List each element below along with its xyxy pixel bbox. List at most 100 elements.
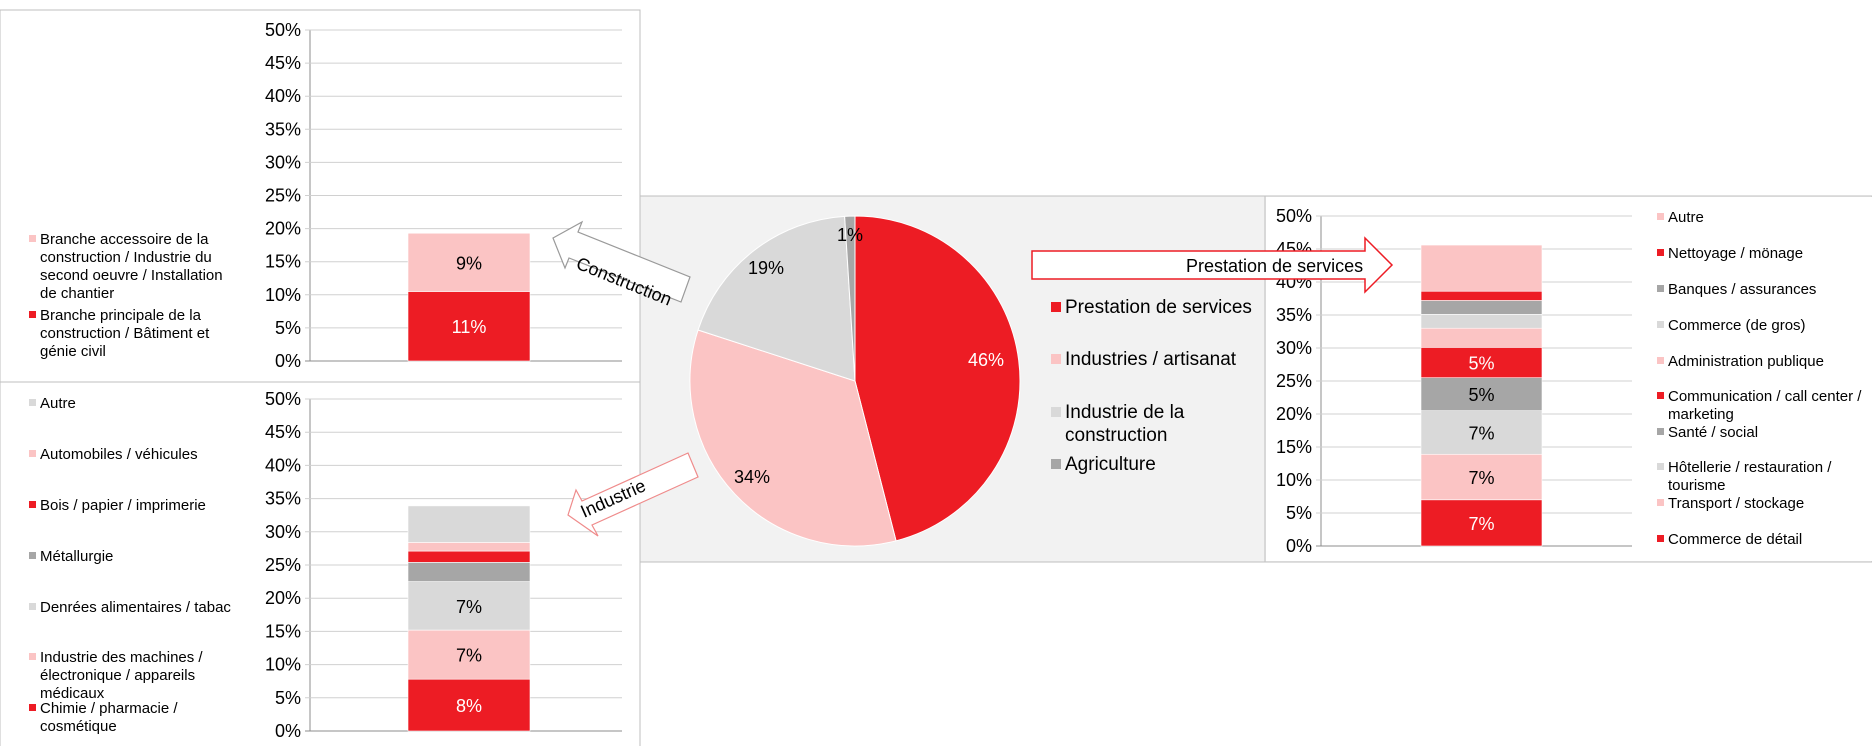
services-segment-sante-social <box>1420 377 1543 412</box>
services-arrow-label: Prestation de services <box>1186 256 1363 276</box>
pie-label-prestation-de-services: 46% <box>968 350 1004 370</box>
pie-legend-prestation-de-services: Prestation de services <box>1065 297 1252 318</box>
construction-data-label: 9% <box>456 253 482 273</box>
services-segment-nettoyage-monage <box>1420 290 1543 301</box>
pie-legend-swatch-industries-artisanat <box>1051 354 1061 364</box>
services-legend-swatch <box>1657 535 1664 542</box>
services-data-label: 7% <box>1468 468 1494 488</box>
industrie-segment-chimie-pharmacie-cosmetique <box>407 678 531 732</box>
construction-tick-label: 20% <box>265 219 301 239</box>
construction-tick-label: 25% <box>265 186 301 206</box>
industrie-arrow-shape <box>567 452 699 537</box>
pie-slice-agriculture <box>844 215 856 382</box>
industrie-bar-chart: 0% 5% 10% 15% 20% 25% 30% 35% 40% 45% 50% 8% 7% 7% Aut… <box>29 389 622 741</box>
pie-label-industrie-de-la-construction: 19% <box>748 258 784 278</box>
industrie-legend-denrees-alimentaires-tabac: Denrées alimentaires / tabac <box>40 599 231 616</box>
industrie-segment-industrie-des-machines-electronique-appareils-medicaux <box>407 629 531 680</box>
services-legend-swatch <box>1657 321 1664 328</box>
services-segment-administration-publique <box>1420 327 1543 348</box>
industrie-tick-label: 20% <box>265 588 301 608</box>
construction-tick-label: 50% <box>265 20 301 40</box>
construction-tick-label: 10% <box>265 285 301 305</box>
services-tick-label: 30% <box>1276 338 1312 358</box>
construction-tick-label: 35% <box>265 119 301 139</box>
pie-legend-swatch-agriculture <box>1051 459 1061 469</box>
pie-slice-industrie-de-la-construction <box>697 215 856 382</box>
industrie-segment-bois-papier-imprimerie <box>407 550 531 563</box>
construction-tick-label: 45% <box>265 53 301 73</box>
services-legend-autre: Autre <box>1668 209 1704 226</box>
services-legend-swatch <box>1657 499 1664 506</box>
services-legend-transport-stockage: Transport / stockage <box>1668 495 1804 512</box>
services-legend-administration-publique: Administration publique <box>1668 353 1824 370</box>
construction-legend-swatch <box>29 311 36 318</box>
construction-tick-label: 15% <box>265 252 301 272</box>
services-data-label: 5% <box>1468 385 1494 405</box>
industrie-legend-chimie-pharmacie-cosmetique: Chimie / pharmacie / cosmétique <box>40 700 178 735</box>
industrie-tick-label: 0% <box>275 721 301 741</box>
industrie-tick-label: 25% <box>265 555 301 575</box>
pie-legend-swatch-prestation-de-services <box>1051 302 1061 312</box>
services-bar-chart: 0%5%10%15%20%25%30%35%40%45%50%7%7%7%5%5… <box>1276 206 1862 556</box>
industrie-legend-metallurgie: Métallurgie <box>40 548 113 565</box>
industrie-tick-label: 50% <box>265 389 301 409</box>
industrie-segment-automobiles-vehicules <box>407 542 531 552</box>
industrie-legend-swatch <box>29 501 36 508</box>
construction-data-label: 11% <box>452 317 487 337</box>
construction-legend-swatch <box>29 235 36 242</box>
services-tick-label: 15% <box>1276 437 1312 457</box>
industrie-data-label: 7% <box>456 646 482 666</box>
industrie-panel <box>0 381 641 746</box>
industrie-legend-autre: Autre <box>40 395 76 412</box>
pie-legend-agriculture: Agriculture <box>1065 454 1156 475</box>
services-data-label: 7% <box>1468 423 1494 443</box>
industrie-legend-automobiles-vehicules: Automobiles / véhicules <box>40 446 198 463</box>
industrie-data-label: 8% <box>456 696 482 716</box>
services-legend-swatch <box>1657 285 1664 292</box>
industrie-segment-denrees-alimentaires-tabac <box>407 581 531 631</box>
services-tick-label: 35% <box>1276 305 1312 325</box>
pie-slice-prestation-de-services <box>854 215 1021 542</box>
industrie-legend-swatch <box>29 399 36 406</box>
services-legend-sante-social: Santé / social <box>1668 424 1758 441</box>
services-arrow-shape <box>1031 236 1394 294</box>
industrie-legend-bois-papier-imprimerie: Bois / papier / imprimerie <box>40 497 206 514</box>
industrie-segment-metallurgie <box>407 562 531 582</box>
services-legend-commerce-de-detail: Commerce de détail <box>1668 531 1802 548</box>
construction-tick-label: 5% <box>275 318 301 338</box>
industrie-legend-industrie-des-machines-electronique-appareils-medicaux: Industrie des machines / électronique / a… <box>40 649 203 702</box>
pie-legend-industries-artisanat: Industries / artisanat <box>1065 349 1237 370</box>
industrie-data-label: 7% <box>456 597 482 617</box>
pie-label-agriculture: 1% <box>837 225 863 245</box>
services-segment-commerce-de-gros <box>1420 314 1543 329</box>
industrie-tick-label: 15% <box>265 621 301 641</box>
construction-segment-branche-accessoire-de-la-construction-industrie-du-second-oeuvre-installation-de-chantier <box>407 232 531 292</box>
industrie-tick-label: 30% <box>265 522 301 542</box>
services-data-label: 5% <box>1468 354 1494 374</box>
construction-bar-chart: 0% 5% 10% 15% 20% 25% 30% 35% 40% 45% 50% 11% 9% Bran… <box>29 20 622 371</box>
industrie-legend-swatch <box>29 653 36 660</box>
services-legend-swatch <box>1657 357 1664 364</box>
industrie-segment-autre <box>407 505 531 543</box>
services-legend-hotellerie-restauration-tourisme: Hôtellerie / restauration / tourisme <box>1668 459 1832 494</box>
services-legend-swatch <box>1657 463 1664 470</box>
pie-legend-industrie-de-la-construction: Industrie de la construction <box>1065 402 1185 446</box>
services-legend-commerce-de-gros: Commerce (de gros) <box>1668 317 1806 334</box>
services-tick-label: 50% <box>1276 206 1312 226</box>
construction-segment-branche-principale-de-la-construction-batiment-et-genie-civil <box>407 291 531 362</box>
construction-tick-label: 30% <box>265 152 301 172</box>
industrie-tick-label: 5% <box>275 688 301 708</box>
services-segment-communication-call-center-marketing <box>1420 347 1543 378</box>
services-tick-label: 20% <box>1276 404 1312 424</box>
services-tick-label: 25% <box>1276 371 1312 391</box>
services-segment-commerce-de-detail <box>1420 499 1543 547</box>
industrie-legend-swatch <box>29 450 36 457</box>
industrie-legend-swatch <box>29 552 36 559</box>
services-segment-autre <box>1420 244 1543 292</box>
services-tick-label: 0% <box>1286 536 1312 556</box>
construction-legend-branche-accessoire-de-la-construction-industrie-du-second-oeuvre-installation-de-chantier: Branche accessoire de la construction / I… <box>40 231 223 302</box>
services-tick-label: 10% <box>1276 470 1312 490</box>
construction-tick-label: 0% <box>275 351 301 371</box>
industrie-tick-label: 35% <box>265 489 301 509</box>
services-legend-swatch <box>1657 392 1664 399</box>
